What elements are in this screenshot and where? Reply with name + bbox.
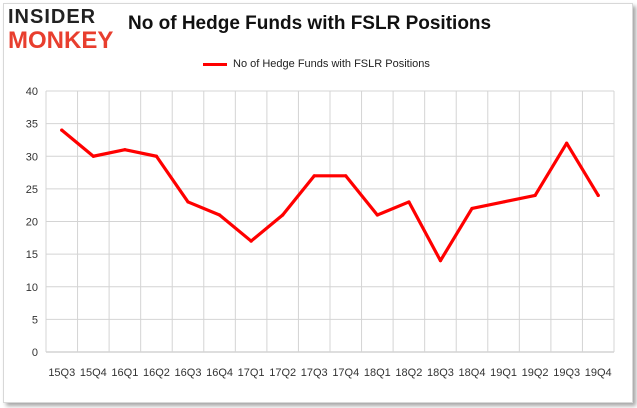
insider-monkey-logo: INSIDER MONKEY [8,6,120,54]
y-tick-label: 35 [26,119,38,131]
data-point [565,141,569,145]
y-tick-label: 25 [26,184,38,196]
logo-bottom-text: MONKEY [8,27,114,54]
data-point [501,200,506,204]
legend-series-label: No of Hedge Funds with FSLR Positions [233,58,430,70]
x-tick-label: 17Q4 [332,367,359,379]
data-point [91,154,95,158]
data-point [123,148,127,152]
x-tick-label: 18Q4 [459,367,486,379]
y-tick-label: 5 [32,314,38,326]
data-point [375,213,379,217]
chart-legend: No of Hedge Funds with FSLR Positions [203,56,430,72]
x-tick-label: 17Q2 [269,367,296,379]
x-tick-label: 15Q3 [48,367,75,379]
data-point [596,193,600,197]
x-tick-label: 19Q2 [522,367,549,379]
data-point [312,174,316,178]
x-tick-label: 19Q3 [553,367,580,379]
chart-frame [3,3,633,403]
logo-top-text: INSIDER [8,6,97,28]
data-point [470,206,474,211]
x-tick-label: 16Q2 [143,367,170,379]
y-tick-label: 40 [26,86,38,98]
chart-title: No of Hedge Funds with FSLR Positions [128,13,492,34]
x-tick-label: 17Q1 [238,367,265,379]
data-point [407,200,411,204]
series-line [60,128,600,263]
data-point [217,213,222,217]
data-point [533,193,537,197]
data-point [154,154,159,158]
x-tick-label: 16Q3 [175,367,202,379]
x-tick-label: 18Q2 [395,367,422,379]
y-tick-label: 0 [32,347,38,359]
x-tick-label: 15Q4 [80,367,107,379]
y-tick-label: 30 [26,151,38,163]
data-point [186,200,190,204]
data-point [438,259,443,263]
x-tick-label: 17Q3 [301,367,328,379]
data-point [60,128,64,132]
x-tick-label: 16Q1 [111,367,138,379]
data-point [344,174,348,178]
data-point [281,213,285,217]
legend-line-swatch [203,62,227,66]
x-tick-label: 19Q4 [585,367,612,379]
x-tick-label: 16Q4 [206,367,233,379]
data-point [249,239,253,243]
y-tick-label: 20 [26,217,38,229]
y-tick-label: 10 [26,282,38,294]
x-tick-label: 18Q1 [364,367,391,379]
y-tick-label: 15 [26,249,38,261]
x-tick-label: 18Q3 [427,367,454,379]
x-tick-label: 19Q1 [490,367,517,379]
